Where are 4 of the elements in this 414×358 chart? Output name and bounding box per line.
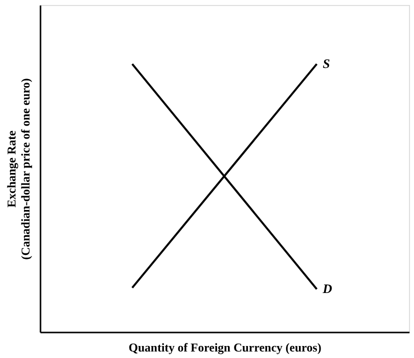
y-axis-title: Exchange Rate (Canadian-dollar price of one euro) xyxy=(4,78,32,260)
series-label: D xyxy=(322,281,333,296)
x-axis-title: Quantity of Foreign Currency (euros) xyxy=(128,340,322,354)
series-label: S xyxy=(322,56,330,71)
